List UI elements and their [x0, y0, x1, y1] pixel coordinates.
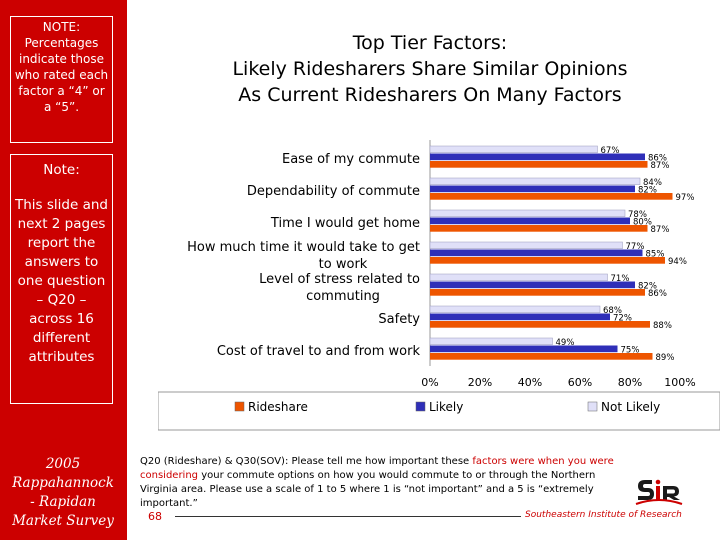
- value-label-not-likely-how-much-time-it-would-take-to-get-to-work: 77%: [626, 242, 645, 252]
- value-label-rideshare-cost-of-travel-to-and-from-work: 89%: [656, 353, 675, 363]
- value-label-not-likely-safety: 68%: [603, 306, 622, 316]
- legend-swatch-not-likely: [587, 401, 598, 412]
- bar-not-likely-cost-of-travel-to-and-from-work: [429, 337, 553, 345]
- footer-divider: [175, 516, 521, 517]
- value-label-rideshare-ease-of-my-commute: 87%: [651, 161, 670, 171]
- legend-swatch-likely: [415, 401, 426, 412]
- slide-title: Top Tier Factors: Likely Ridesharers Sha…: [180, 30, 680, 108]
- value-label-likely-how-much-time-it-would-take-to-get-to-work: 85%: [646, 250, 665, 260]
- value-label-not-likely-dependability-of-commute: 84%: [643, 178, 662, 188]
- bar-not-likely-level-of-stress-related-to-commuting: [429, 273, 608, 281]
- x-tick-label-0: 0%: [421, 376, 438, 389]
- bar-chart: 0% 20% 40% 60% 80% 100% Ease of my commute Depe…: [158, 134, 720, 434]
- bar-rideshare-how-much-time-it-would-take-to-get-to-work: [430, 257, 665, 264]
- x-tick-label-40: 40%: [518, 376, 542, 389]
- legend-box: [158, 391, 720, 431]
- footnote-part-2: your commute options on how you would co…: [140, 470, 596, 509]
- x-tick-label-60: 60%: [568, 376, 592, 389]
- title-line-1: Top Tier Factors:: [352, 32, 508, 54]
- sidebar: NOTE: Percentages indicate those who rat…: [0, 0, 127, 540]
- chart-svg: 0% 20% 40% 60% 80% 100% Ease of my commute Depe…: [158, 140, 720, 431]
- bar-likely-safety: [430, 313, 610, 321]
- survey-region-1: Rappahannock: [12, 475, 114, 491]
- slide-note-body: This slide and next 2 pages report the a…: [15, 197, 108, 365]
- value-label-not-likely-level-of-stress-related-to-commuting: 71%: [611, 274, 630, 284]
- value-label-rideshare-dependability-of-commute: 97%: [676, 193, 695, 203]
- value-label-rideshare-time-i-would-get-home: 87%: [651, 225, 670, 235]
- bar-not-likely-dependability-of-commute: [429, 177, 641, 185]
- slide-note: Note: This slide and next 2 pages report…: [10, 154, 113, 404]
- value-label-likely-safety: 72%: [613, 314, 632, 324]
- bar-rideshare-safety: [430, 321, 650, 328]
- page-number: 68: [148, 510, 162, 523]
- bar-likely-ease-of-my-commute: [430, 153, 645, 161]
- bar-likely-cost-of-travel-to-and-from-work: [430, 345, 618, 353]
- bar-likely-time-i-would-get-home: [430, 217, 630, 225]
- legend-label-rideshare: Rideshare: [248, 400, 308, 414]
- percentage-note: NOTE: Percentages indicate those who rat…: [10, 16, 113, 143]
- survey-name: Market Survey: [12, 513, 114, 529]
- bar-likely-level-of-stress-related-to-commuting: [430, 281, 635, 289]
- question-footnote: Q20 (Rideshare) & Q30(SOV): Please tell …: [140, 455, 632, 511]
- survey-region-2: - Rapidan: [30, 494, 96, 510]
- title-line-2: Likely Ridesharers Share Similar Opinion…: [232, 58, 628, 80]
- survey-year: 2005: [45, 456, 81, 472]
- legend-swatch-rideshare: [234, 401, 245, 412]
- value-label-rideshare-how-much-time-it-would-take-to-get-to-work: 94%: [668, 257, 687, 267]
- title-line-3: As Current Ridesharers On Many Factors: [238, 84, 622, 106]
- bar-likely-how-much-time-it-would-take-to-get-to-work: [430, 249, 643, 257]
- slide-note-heading: Note:: [43, 162, 80, 178]
- x-tick-label-80: 80%: [618, 376, 642, 389]
- category-label-ease-of-my-commute: Ease of my commute: [282, 152, 420, 167]
- footnote-highlight: factors were when you were considering: [140, 456, 614, 481]
- bar-not-likely-ease-of-my-commute: [429, 145, 598, 153]
- bar-rideshare-dependability-of-commute: [430, 193, 673, 200]
- bar-rideshare-time-i-would-get-home: [430, 225, 648, 232]
- value-label-rideshare-level-of-stress-related-to-commuting: 86%: [648, 289, 667, 299]
- bar-rideshare-ease-of-my-commute: [430, 161, 648, 168]
- bar-rideshare-cost-of-travel-to-and-from-work: [430, 353, 653, 360]
- legend-label-likely: Likely: [429, 400, 463, 414]
- value-label-rideshare-safety: 88%: [653, 321, 672, 331]
- value-label-likely-dependability-of-commute: 82%: [638, 186, 657, 196]
- value-label-not-likely-time-i-would-get-home: 78%: [628, 210, 647, 220]
- x-tick-label-20: 20%: [468, 376, 492, 389]
- value-label-likely-ease-of-my-commute: 86%: [648, 154, 667, 164]
- organization-name: Southeastern Institute of Research: [525, 510, 682, 520]
- category-label-how-much-time-it-would-take-to-get-to-work: How much time it would take to get to wor…: [187, 240, 420, 272]
- category-label-safety: Safety: [378, 312, 420, 327]
- bar-likely-dependability-of-commute: [430, 185, 635, 193]
- category-label-time-i-would-get-home: Time I would get home: [270, 216, 420, 231]
- bar-not-likely-time-i-would-get-home: [429, 209, 626, 217]
- footnote-part-1: Q20 (Rideshare) & Q30(SOV): Please tell …: [140, 456, 473, 467]
- category-label-cost-of-travel-to-and-from-work: Cost of travel to and from work: [217, 344, 421, 359]
- bar-rideshare-level-of-stress-related-to-commuting: [430, 289, 645, 296]
- bar-not-likely-how-much-time-it-would-take-to-get-to-work: [429, 241, 623, 249]
- value-label-likely-level-of-stress-related-to-commuting: 82%: [638, 282, 657, 292]
- legend-label-not-likely: Not Likely: [601, 400, 660, 414]
- category-label-dependability-of-commute: Dependability of commute: [247, 184, 420, 199]
- survey-label: 2005 Rappahannock - Rapidan Market Surve…: [4, 455, 122, 531]
- value-label-likely-cost-of-travel-to-and-from-work: 75%: [621, 346, 640, 356]
- sir-logo-icon: [635, 479, 683, 505]
- value-label-not-likely-cost-of-travel-to-and-from-work: 49%: [556, 338, 575, 348]
- value-label-likely-time-i-would-get-home: 80%: [633, 218, 652, 228]
- bar-not-likely-safety: [429, 305, 601, 313]
- value-label-not-likely-ease-of-my-commute: 67%: [601, 146, 620, 156]
- category-label-level-of-stress-related-to-commuting: Level of stress related to commuting: [259, 272, 420, 304]
- x-tick-label-100: 100%: [664, 376, 695, 389]
